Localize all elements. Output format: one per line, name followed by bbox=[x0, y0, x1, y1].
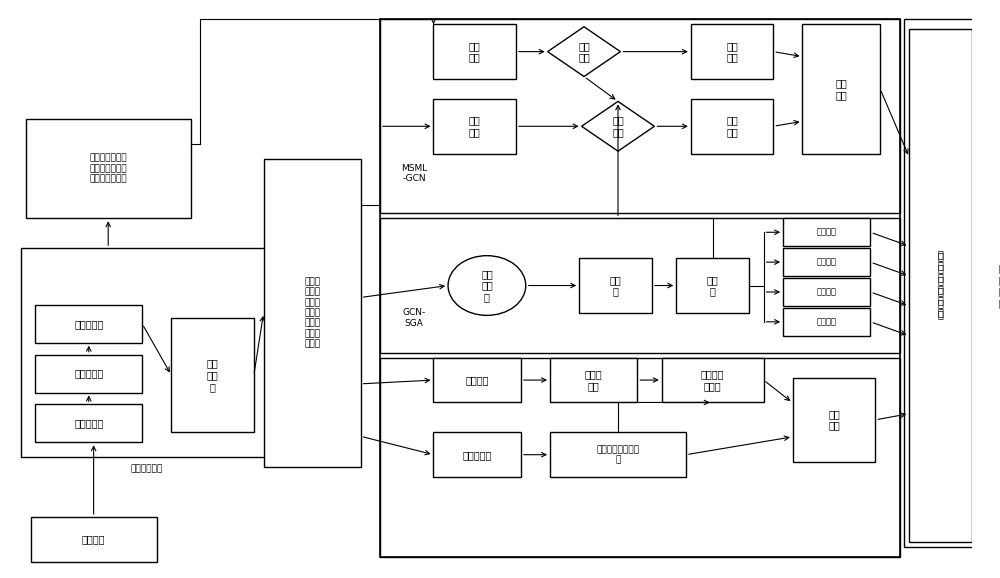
Bar bbox=[433, 358, 521, 402]
Text: 图卷
积: 图卷 积 bbox=[707, 275, 719, 297]
Bar bbox=[783, 218, 870, 246]
Text: 预测
结果: 预测 结果 bbox=[828, 409, 840, 431]
Bar bbox=[691, 24, 773, 79]
Text: MSML
-GCN: MSML -GCN bbox=[401, 164, 427, 183]
Bar bbox=[783, 278, 870, 306]
Text: 损
失
函
数: 损 失 函 数 bbox=[999, 263, 1000, 308]
Bar bbox=[433, 432, 521, 477]
Bar bbox=[802, 24, 880, 154]
Bar bbox=[662, 358, 764, 402]
Text: 标签特征: 标签特征 bbox=[817, 258, 837, 266]
Text: 向量
点乘: 向量 点乘 bbox=[612, 116, 624, 137]
Bar bbox=[380, 19, 900, 557]
Text: 第三层卷积: 第三层卷积 bbox=[74, 319, 103, 329]
Bar bbox=[977, 29, 1000, 542]
Text: 全局
池化: 全局 池化 bbox=[469, 41, 481, 62]
Text: 预测
结果: 预测 结果 bbox=[726, 116, 738, 137]
Bar bbox=[904, 19, 977, 547]
Text: 第四
层卷
积: 第四 层卷 积 bbox=[207, 358, 218, 392]
Text: 标签特征: 标签特征 bbox=[817, 228, 837, 237]
Text: 第一层卷积: 第一层卷积 bbox=[74, 418, 103, 428]
Ellipse shape bbox=[448, 255, 526, 316]
Polygon shape bbox=[582, 101, 654, 151]
Bar bbox=[783, 248, 870, 276]
Text: 向量
点乘: 向量 点乘 bbox=[578, 41, 590, 62]
Bar bbox=[35, 355, 142, 392]
Text: 卷积神经网络: 卷积神经网络 bbox=[131, 465, 163, 473]
Text: 语义注意
力矩阵: 语义注意 力矩阵 bbox=[701, 369, 724, 391]
Text: 最
终
预
测
结
果: 最 终 预 测 结 果 bbox=[938, 249, 944, 317]
Text: 卷积神
经网络
卷积层
倒数第
一层的
输出图
像特征: 卷积神 经网络 卷积层 倒数第 一层的 输出图 像特征 bbox=[304, 277, 320, 349]
Text: 输入图片: 输入图片 bbox=[82, 534, 105, 544]
Text: 预测
结果: 预测 结果 bbox=[726, 41, 738, 62]
Bar bbox=[783, 308, 870, 336]
Bar bbox=[550, 432, 686, 477]
Text: 图卷
积: 图卷 积 bbox=[610, 275, 621, 297]
Bar bbox=[26, 119, 191, 218]
Bar bbox=[380, 218, 900, 353]
Text: 预测
结果: 预测 结果 bbox=[835, 78, 847, 100]
Text: 标签特征: 标签特征 bbox=[817, 287, 837, 297]
Text: 卷积神经网络卷
积层倒数第二层
的输出图像特征: 卷积神经网络卷 积层倒数第二层 的输出图像特征 bbox=[89, 154, 127, 183]
Bar bbox=[380, 358, 900, 557]
Text: 相似度
计算: 相似度 计算 bbox=[585, 369, 603, 391]
Bar bbox=[433, 24, 516, 79]
Text: 标签
图结
构: 标签 图结 构 bbox=[481, 269, 493, 302]
Bar bbox=[550, 358, 637, 402]
Text: GCN-
SGA: GCN- SGA bbox=[402, 308, 426, 328]
Text: 全局
池化: 全局 池化 bbox=[469, 116, 481, 137]
Bar bbox=[171, 318, 254, 432]
Text: 带权重全局综合池
化: 带权重全局综合池 化 bbox=[596, 445, 639, 464]
Text: 标签特征: 标签特征 bbox=[817, 317, 837, 327]
Bar bbox=[31, 517, 157, 562]
Bar bbox=[676, 258, 749, 313]
Text: 第二层卷积: 第二层卷积 bbox=[74, 369, 103, 379]
Bar bbox=[691, 99, 773, 154]
Bar bbox=[433, 99, 516, 154]
Bar bbox=[35, 405, 142, 442]
Bar bbox=[21, 248, 273, 457]
Bar bbox=[35, 305, 142, 343]
Text: 模态转换: 模态转换 bbox=[465, 375, 489, 385]
Text: 最
终
预
测
结
果: 最 终 预 测 结 果 bbox=[938, 251, 944, 320]
Bar bbox=[909, 29, 972, 542]
Bar bbox=[264, 158, 361, 467]
Bar bbox=[380, 19, 900, 213]
Polygon shape bbox=[548, 27, 620, 76]
Bar bbox=[579, 258, 652, 313]
Text: 类特征转换: 类特征转换 bbox=[463, 450, 492, 460]
Bar bbox=[793, 377, 875, 462]
